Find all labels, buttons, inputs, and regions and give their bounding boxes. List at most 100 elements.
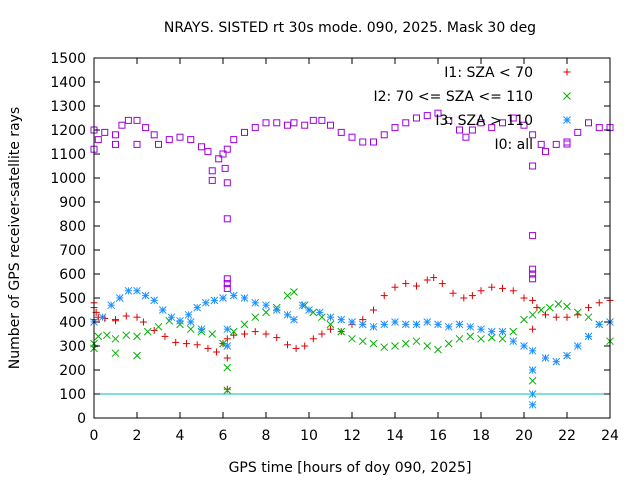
data-point xyxy=(262,301,270,310)
data-point xyxy=(434,345,442,354)
data-point xyxy=(487,327,496,336)
legend-marker xyxy=(563,116,571,124)
data-point xyxy=(529,296,537,304)
data-point xyxy=(107,301,116,310)
data-point xyxy=(150,326,158,334)
data-point xyxy=(528,310,537,319)
series-4-points xyxy=(90,109,614,292)
data-point xyxy=(124,286,133,295)
data-point xyxy=(240,294,249,302)
x-tick-label: 20 xyxy=(515,428,533,444)
data-point xyxy=(460,294,468,302)
data-point xyxy=(449,289,457,297)
data-point xyxy=(337,327,346,336)
data-point xyxy=(223,386,232,395)
data-point xyxy=(529,275,537,283)
data-point xyxy=(488,283,496,291)
y-tick-label: 700 xyxy=(59,243,86,259)
data-point xyxy=(155,140,162,148)
data-point xyxy=(541,354,550,362)
data-point xyxy=(318,330,326,338)
data-point xyxy=(223,354,231,362)
data-point xyxy=(124,116,132,124)
legend-marker xyxy=(563,92,571,100)
data-point xyxy=(150,131,158,139)
data-point xyxy=(326,313,335,322)
data-point xyxy=(584,332,593,341)
data-point xyxy=(498,334,507,343)
data-point xyxy=(176,320,184,329)
data-point xyxy=(187,136,195,144)
data-point xyxy=(358,320,367,329)
data-point xyxy=(186,318,195,326)
data-point xyxy=(554,300,563,308)
data-point xyxy=(434,320,442,329)
data-point xyxy=(283,291,292,300)
legend-label: I3: SZA > 110 xyxy=(435,113,533,129)
data-point xyxy=(273,334,281,342)
data-point xyxy=(272,306,281,314)
data-point xyxy=(262,330,270,338)
data-point xyxy=(133,116,141,124)
data-point xyxy=(423,112,431,120)
y-axis-title: Number of GPS receiver-satellite rays xyxy=(7,107,23,369)
data-point xyxy=(229,327,238,336)
data-point xyxy=(223,363,232,372)
y-tick-label: 500 xyxy=(59,291,86,307)
data-point xyxy=(542,311,549,319)
data-point xyxy=(223,215,231,223)
data-point xyxy=(380,320,389,329)
data-point xyxy=(229,291,238,300)
legend-label: I1: SZA < 70 xyxy=(444,65,533,81)
data-point xyxy=(315,308,324,317)
data-point xyxy=(133,313,141,321)
data-point xyxy=(176,316,184,325)
data-point xyxy=(251,313,260,322)
legend: I1: SZA < 70 I2: 70 <= SZA <= 110 I3: SZA … xyxy=(373,65,571,153)
data-point xyxy=(98,313,107,322)
data-point xyxy=(251,328,259,336)
data-point xyxy=(167,313,176,322)
data-point xyxy=(466,332,475,341)
data-point xyxy=(487,333,496,342)
data-point xyxy=(223,335,231,343)
data-point xyxy=(150,296,159,305)
data-point xyxy=(184,310,193,319)
y-tick-label: 1200 xyxy=(50,123,86,139)
data-point xyxy=(219,150,227,158)
data-point xyxy=(528,346,537,355)
data-point xyxy=(301,342,309,350)
series-1-points xyxy=(90,274,614,393)
data-point xyxy=(283,310,292,319)
y-tick-label: 200 xyxy=(59,363,86,379)
data-point xyxy=(223,325,232,334)
data-point xyxy=(552,140,560,148)
data-point xyxy=(462,133,470,141)
x-tick-label: 22 xyxy=(558,428,576,444)
data-point xyxy=(370,306,377,314)
y-axis: 0 100 200 300 400 500 600 700 800 900 1000 1100 1200… xyxy=(50,51,610,427)
data-point xyxy=(477,334,485,343)
data-point xyxy=(204,344,212,352)
data-point xyxy=(337,128,345,136)
data-point xyxy=(529,232,537,240)
x-tick-label: 18 xyxy=(472,428,490,444)
y-tick-label: 800 xyxy=(59,219,86,235)
x-axis-title: GPS time [hours of doy 090, 2025] xyxy=(229,460,472,476)
data-point xyxy=(111,334,120,343)
data-point xyxy=(391,124,399,132)
data-point xyxy=(118,121,126,129)
data-point xyxy=(154,322,163,331)
data-point xyxy=(529,131,537,139)
data-point xyxy=(545,303,554,312)
data-point xyxy=(423,318,432,326)
data-point xyxy=(133,332,141,341)
data-point xyxy=(430,274,438,282)
x-tick-label: 10 xyxy=(300,428,318,444)
data-point xyxy=(141,291,150,300)
x-tick-label: 6 xyxy=(219,428,228,444)
data-point xyxy=(402,119,410,127)
y-tick-label: 900 xyxy=(59,195,86,211)
data-point xyxy=(380,131,388,139)
data-point xyxy=(309,335,317,343)
